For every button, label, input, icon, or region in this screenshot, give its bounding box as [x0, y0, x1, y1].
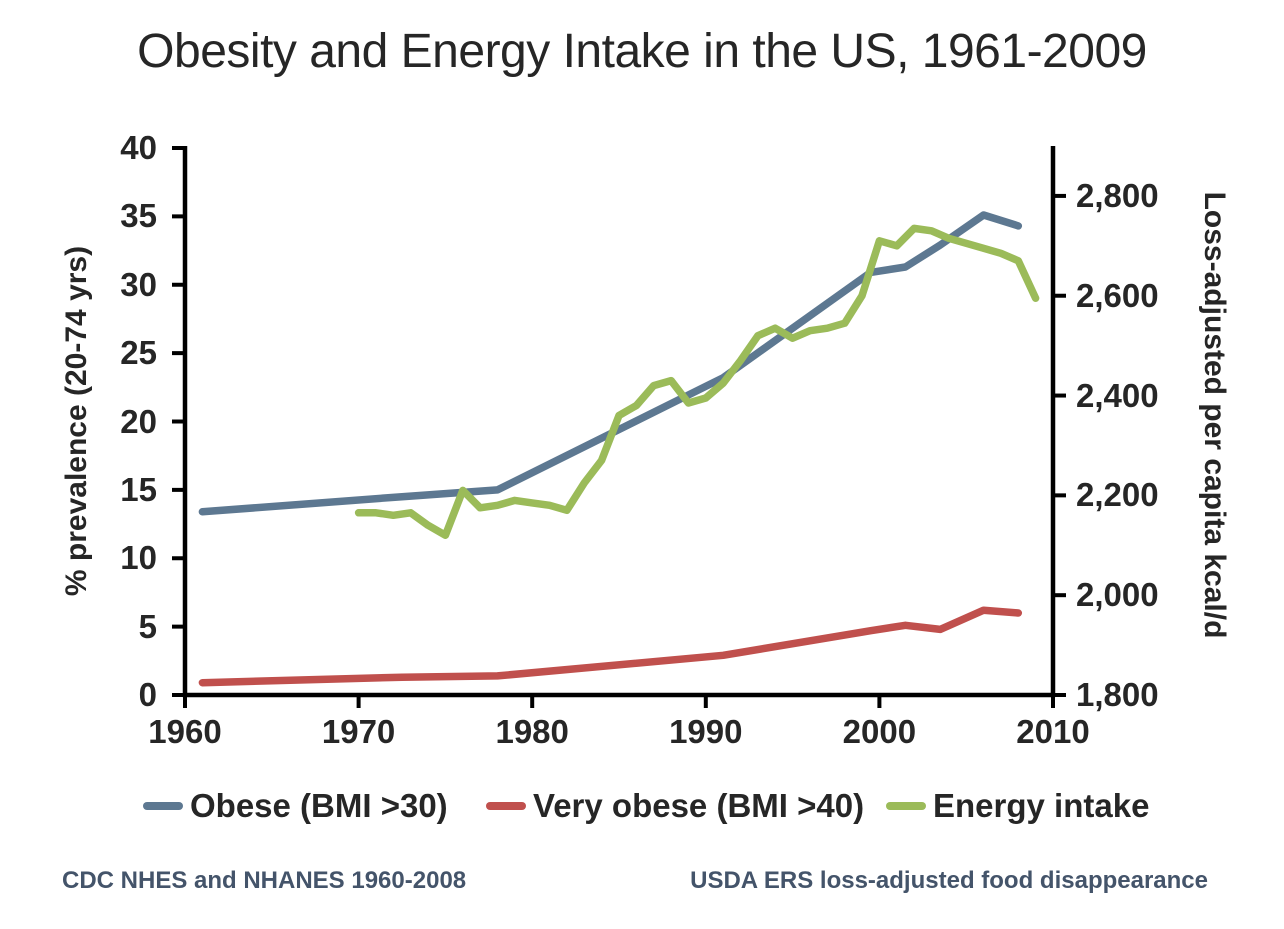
- right-axis-tick-label: 2,200: [1076, 476, 1159, 514]
- left-axis-tick-label: 35: [120, 197, 157, 235]
- legend-item-energy-intake: Energy intake: [886, 786, 1149, 826]
- legend-item-obese-bmi-30: Obese (BMI >30): [143, 786, 448, 826]
- right-axis-tick-label: 2,000: [1076, 576, 1159, 614]
- x-axis-tick-label: 1960: [148, 713, 222, 750]
- x-axis-tick-label: 1980: [495, 713, 569, 750]
- chart-title: Obesity and Energy Intake in the US, 196…: [137, 25, 1147, 78]
- left-axis-tick-label: 30: [120, 265, 157, 303]
- right-axis-tick-label: 1,800: [1076, 676, 1159, 713]
- x-axis-tick-label: 1970: [321, 713, 396, 750]
- x-axis-tick-label: 1990: [669, 713, 743, 750]
- left-axis-title: % prevalence (20-74 yrs): [60, 245, 93, 597]
- left-axis-tick-label: 20: [120, 402, 157, 440]
- legend-swatch-obese-bmi-30: [143, 802, 183, 810]
- x-axis-tick-label: 2000: [842, 713, 917, 750]
- series-line-energy-intake: [354, 224, 1040, 540]
- left-axis-tick-label: 10: [120, 539, 157, 577]
- right-axis-tick-label: 2,800: [1076, 176, 1159, 214]
- left-axis-tick-label: 40: [120, 129, 157, 166]
- left-axis-tick-label: 25: [120, 334, 157, 372]
- x-axis-tick-label: 2010: [1016, 713, 1090, 750]
- right-axis-title: Loss-adjusted per capita kcal/d: [1198, 191, 1231, 639]
- left-axis-tick-label: 0: [138, 676, 157, 713]
- footnote-right: USDA ERS loss-adjusted food disappearanc…: [690, 867, 1208, 894]
- right-axis-tick-label: 2,400: [1076, 376, 1159, 414]
- legend-swatch-energy-intake: [886, 802, 926, 810]
- series-line-very-obese-bmi-40: [198, 606, 1023, 687]
- legend-swatch-very-obese-bmi-40: [486, 802, 526, 810]
- legend-item-very-obese-bmi-40: Very obese (BMI >40): [486, 786, 864, 826]
- legend-label: Very obese (BMI >40): [533, 787, 865, 824]
- left-axis-tick-label: 5: [138, 607, 157, 645]
- left-axis-tick-label: 15: [120, 470, 157, 508]
- footnote-left: CDC NHES and NHANES 1960-2008: [62, 867, 467, 894]
- right-axis-tick-label: 2,600: [1076, 276, 1159, 314]
- legend-label: Obese (BMI >30): [190, 787, 448, 824]
- series-line-obese-bmi-30: [198, 211, 1023, 516]
- legend-label: Energy intake: [933, 787, 1150, 824]
